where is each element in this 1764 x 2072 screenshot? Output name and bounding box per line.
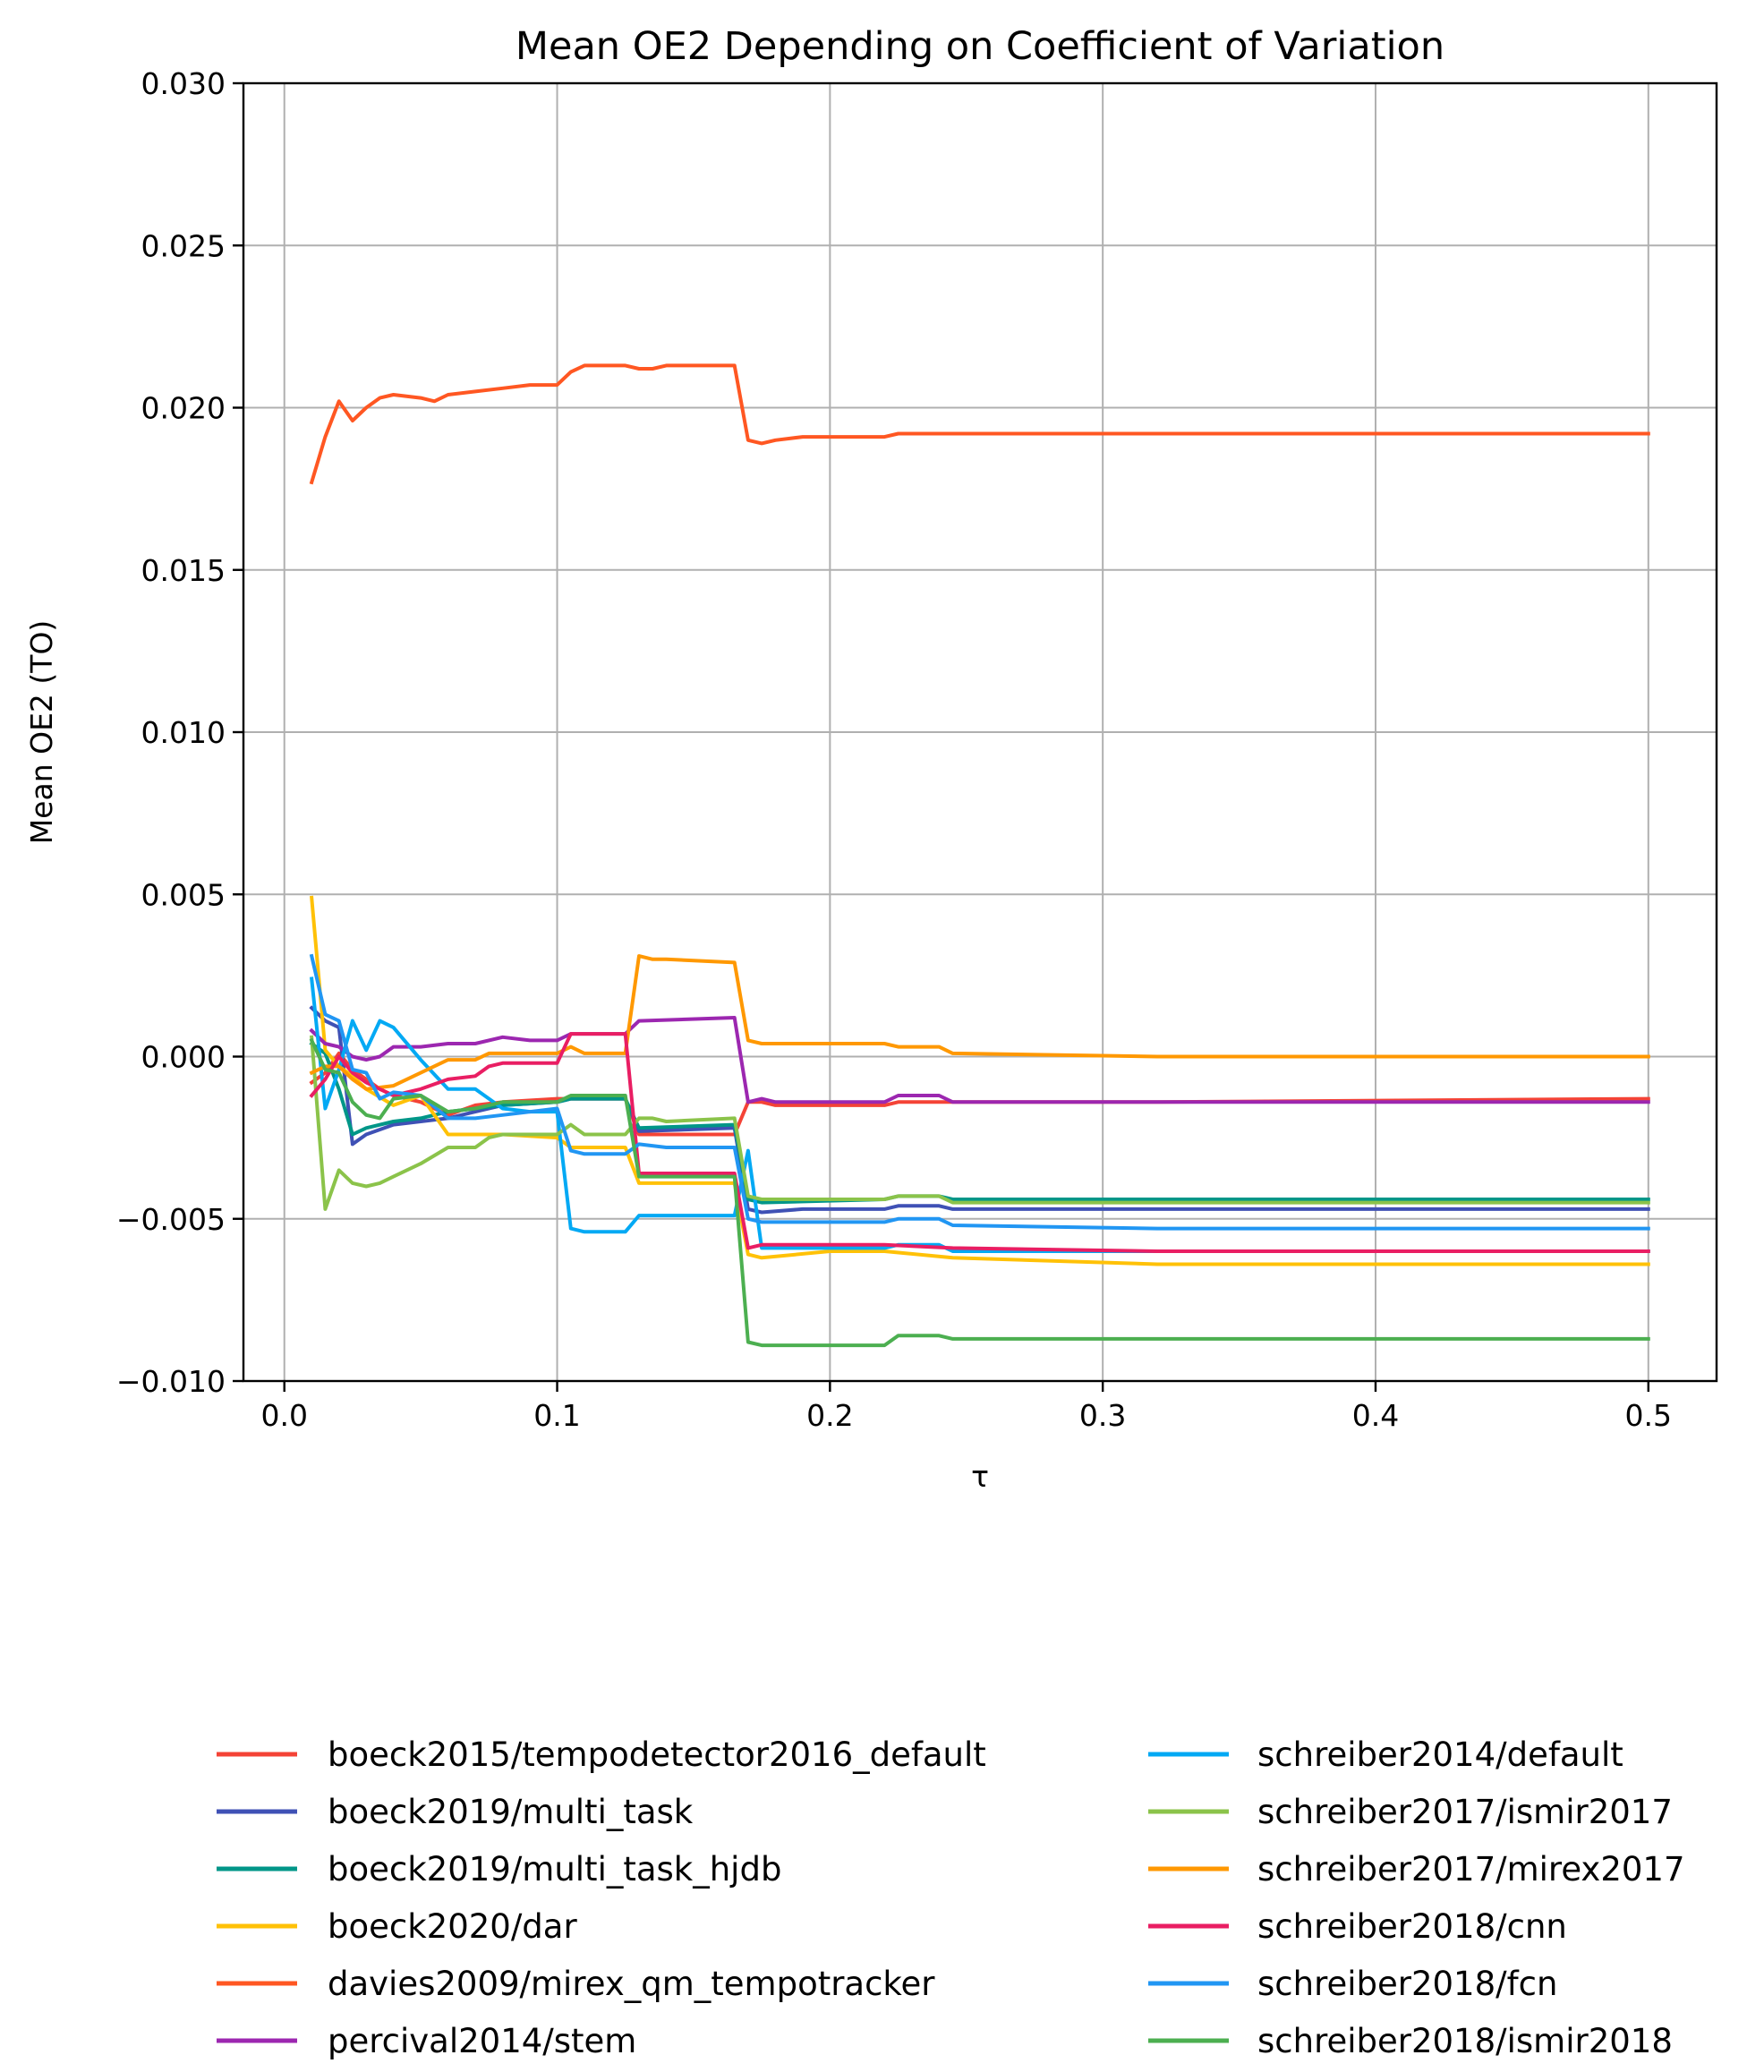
legend: boeck2015/tempodetector2016_defaultboeck… (217, 1735, 1685, 2060)
series-line-8 (310, 1035, 1650, 1211)
x-tick-label: 0.3 (1079, 1398, 1126, 1433)
y-axis-label: Mean OE2 (TO) (24, 620, 59, 845)
series-line-10 (309, 1032, 1650, 1253)
grid (243, 82, 1717, 1382)
x-tick-label: 0.0 (260, 1398, 307, 1433)
y-tick-label: 0.015 (141, 553, 226, 588)
x-tick-label: 0.2 (806, 1398, 853, 1433)
y-tick-label: 0.025 (141, 228, 226, 263)
legend-label: boeck2015/tempodetector2016_default (328, 1735, 986, 1774)
y-tick-label: 0.000 (141, 1040, 226, 1075)
x-tick-label: 0.4 (1352, 1398, 1399, 1433)
y-axis-ticks: −0.010 −0.005 0.000 0.005 0.010 0.015 0.020 0.0… (116, 66, 243, 1399)
legend-label: schreiber2017/mirex2017 (1257, 1850, 1685, 1889)
y-tick-label: 0.005 (141, 877, 226, 912)
y-tick-label: −0.005 (116, 1202, 226, 1237)
series-line-6 (309, 1016, 1650, 1104)
series-group (309, 363, 1650, 1348)
chart-title: Mean OE2 Depending on Coefficient of Var… (516, 24, 1444, 69)
x-axis-label: τ (971, 1459, 989, 1494)
legend-label: davies2009/mirex_qm_tempotracker (328, 1965, 935, 2003)
y-tick-label: 0.030 (141, 66, 226, 101)
series-line-5 (309, 363, 1650, 485)
series-line-1 (309, 1051, 1650, 1137)
legend-label: boeck2019/multi_task_hjdb (328, 1850, 781, 1889)
legend-label: schreiber2018/fcn (1257, 1965, 1557, 2003)
x-tick-label: 0.1 (533, 1398, 580, 1433)
y-tick-label: 0.010 (141, 715, 226, 750)
legend-label: schreiber2017/ismir2017 (1257, 1793, 1673, 1831)
series-line-11 (309, 953, 1650, 1231)
legend-label: boeck2019/multi_task (328, 1793, 694, 1831)
y-tick-label: 0.020 (141, 391, 226, 426)
series-line-3 (309, 1041, 1650, 1205)
legend-label: schreiber2014/default (1257, 1735, 1623, 1774)
series-line-9 (309, 954, 1650, 1091)
y-tick-label: −0.010 (116, 1364, 226, 1399)
legend-label: percival2014/stem (328, 2022, 636, 2060)
x-axis-ticks: 0.0 0.1 0.2 0.3 0.4 0.5 (260, 1381, 1672, 1433)
legend-label: schreiber2018/ismir2018 (1257, 2022, 1673, 2060)
legend-label: schreiber2018/cnn (1257, 1907, 1567, 1946)
series-line-12 (309, 1037, 1650, 1348)
legend-label: boeck2020/dar (328, 1907, 577, 1946)
x-tick-label: 0.5 (1625, 1398, 1672, 1433)
